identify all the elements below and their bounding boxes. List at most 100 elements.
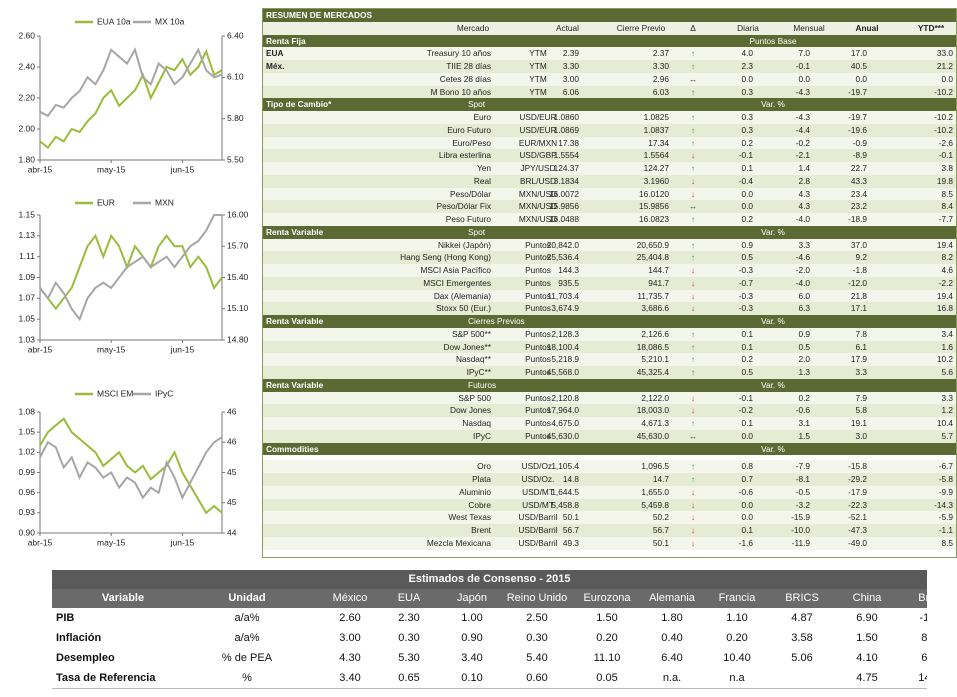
cell: YTM bbox=[529, 61, 547, 71]
cell: 8.5 bbox=[941, 188, 953, 199]
cell: 6.3 bbox=[798, 303, 810, 314]
data-row: MSCI Emergentes Puntos 935.5 941.7 ↓ -0.7 -4.0… bbox=[263, 276, 956, 290]
data-row: IPyC Puntos 45,630.0 45,630.0 ↔ 0.0 1.5 3.0 5.7 bbox=[263, 429, 956, 443]
y-tick-label: 1.05 bbox=[18, 426, 35, 436]
cell: 1.5 bbox=[798, 430, 810, 441]
series-line bbox=[39, 48, 223, 150]
cell: 3.3 bbox=[798, 239, 810, 250]
y-tick-label: 1.80 bbox=[18, 154, 35, 164]
cell: -2.0 bbox=[795, 265, 810, 275]
cell: 3.3 bbox=[941, 392, 953, 403]
cell: Brasil bbox=[918, 592, 927, 604]
cell: -9.9 bbox=[938, 486, 953, 497]
cell: ↑ bbox=[690, 354, 696, 365]
cell: a/a% bbox=[234, 632, 260, 644]
cell: China bbox=[852, 592, 882, 604]
cell: Dax (Alemania) bbox=[433, 290, 491, 301]
cell: Puntos bbox=[525, 277, 551, 288]
cell: -0.1 bbox=[938, 150, 953, 161]
cell: -5.8 bbox=[938, 474, 953, 485]
cell: YTM bbox=[529, 86, 547, 97]
series-line bbox=[39, 436, 223, 501]
cell: Actual bbox=[555, 22, 579, 33]
cell: 40.5 bbox=[850, 61, 867, 71]
cell: 16.8 bbox=[936, 303, 953, 314]
cell: 2.8 bbox=[798, 175, 810, 186]
cell: 50.2 bbox=[652, 512, 669, 523]
legend-label: MX 10a bbox=[155, 16, 185, 26]
cell: -4.3 bbox=[795, 86, 810, 97]
cell: 50.1 bbox=[562, 512, 579, 523]
cell: 22.7 bbox=[850, 163, 867, 173]
cell: Spot bbox=[468, 99, 486, 110]
cell: 1.50 bbox=[596, 612, 618, 624]
cell: 6.50 bbox=[921, 652, 927, 664]
cell: 3.4 bbox=[941, 328, 953, 339]
data-row: Méx. TIIE 28 días YTM 3.30 3.30 ↑ 2.3 -0.1 40.5 2… bbox=[263, 60, 956, 73]
cell: 2.60 bbox=[339, 612, 361, 624]
cell: 25,404.8 bbox=[636, 252, 669, 263]
data-row: Libra esterlina USD/GBP 1.5554 1.5564 ↓ -0.1 -… bbox=[263, 149, 956, 162]
section-row: Renta Variable Spot Var. % bbox=[263, 225, 956, 239]
cell: ↓ bbox=[690, 150, 696, 161]
data-row: Dow Jones Puntos 17,964.0 18,003.0 ↓ -0.2 -0.6… bbox=[263, 404, 956, 417]
data-row: Aluminio USD/MT 1,644.5 1,655.0 ↓ -0.6 -0.5 -17… bbox=[263, 485, 956, 499]
cell: Oro bbox=[477, 461, 491, 472]
x-tick-label: may-15 bbox=[97, 537, 126, 547]
cell: 0.3 bbox=[741, 86, 753, 97]
cell: -0.2 bbox=[795, 137, 810, 148]
cell: 0.1 bbox=[741, 525, 753, 536]
cell: 1.6 bbox=[941, 341, 953, 352]
cell: -0.1 bbox=[795, 61, 810, 71]
y-tick-label: 1.02 bbox=[18, 447, 35, 457]
cell: -1.8 bbox=[852, 265, 867, 275]
cell: 50.1 bbox=[652, 537, 669, 548]
y-tick-label: 1.15 bbox=[18, 209, 35, 219]
cell: -22.3 bbox=[848, 499, 867, 510]
cell: 0.2 bbox=[741, 137, 753, 148]
y-tick-label: 2.20 bbox=[18, 92, 35, 102]
cell: 3.40 bbox=[339, 672, 361, 684]
y2-tick-label: 15.70 bbox=[227, 241, 249, 251]
cell: BRL/USD bbox=[520, 175, 556, 186]
series-line bbox=[39, 417, 223, 515]
cell: 4.3 bbox=[798, 201, 810, 212]
cell: 4,675.0 bbox=[551, 418, 579, 428]
cell: ↑ bbox=[690, 474, 696, 485]
cell: Futuros bbox=[468, 379, 497, 390]
cell: USD/MT bbox=[522, 499, 554, 510]
data-row: Yen JPY/USD 124.37 124.27 ↑ 0.1 1.4 22.7 3.8 bbox=[263, 162, 956, 175]
y-tick-label: 0.99 bbox=[18, 467, 35, 477]
cell: 3.0 bbox=[855, 430, 867, 441]
cell: Renta Fija bbox=[266, 35, 306, 46]
cell: Cobre bbox=[468, 499, 491, 510]
charts: 1.80 2.00 2.20 2.40 2.60 5.50 5.80 6.10 6.40 abr-… bbox=[18, 16, 249, 547]
cell: 8.50 bbox=[921, 632, 927, 644]
cell: Euro/Peso bbox=[452, 137, 491, 148]
x-tick-label: jun-15 bbox=[170, 537, 195, 547]
cell: Tipo de Cambio* bbox=[266, 99, 332, 110]
cell: MSCI Asia Pacífico bbox=[420, 265, 491, 275]
cell: Puntos bbox=[525, 290, 551, 301]
section-row: Renta Variable Futuros Var. % bbox=[263, 378, 956, 392]
cell: Var. % bbox=[761, 226, 785, 237]
section-row: Renta Variable Cierres Previos Var. % bbox=[263, 315, 956, 328]
cell: 5.30 bbox=[398, 652, 420, 664]
cell: Plata bbox=[472, 474, 491, 485]
section-row: Renta Fija Puntos Base bbox=[263, 34, 956, 48]
cell: 1.5554 bbox=[553, 150, 579, 161]
cell: 49.3 bbox=[562, 537, 579, 548]
cell: 3.8 bbox=[941, 163, 953, 173]
cell: 1.5564 bbox=[643, 150, 669, 161]
cell: 144.7 bbox=[648, 265, 669, 275]
cell: -2.6 bbox=[938, 137, 953, 148]
cell: 25,536.4 bbox=[546, 252, 579, 263]
cell: Puntos bbox=[525, 405, 551, 416]
cell: 4.3 bbox=[798, 188, 810, 199]
cell: ↑ bbox=[690, 214, 696, 224]
data-row: MSCI Asia Pacífico Puntos 144.3 144.7 ↓ -0.3 -… bbox=[263, 264, 956, 277]
cell: Euro bbox=[473, 112, 491, 122]
cell: 1.0869 bbox=[553, 124, 579, 135]
cell: 2,120.8 bbox=[551, 392, 579, 403]
